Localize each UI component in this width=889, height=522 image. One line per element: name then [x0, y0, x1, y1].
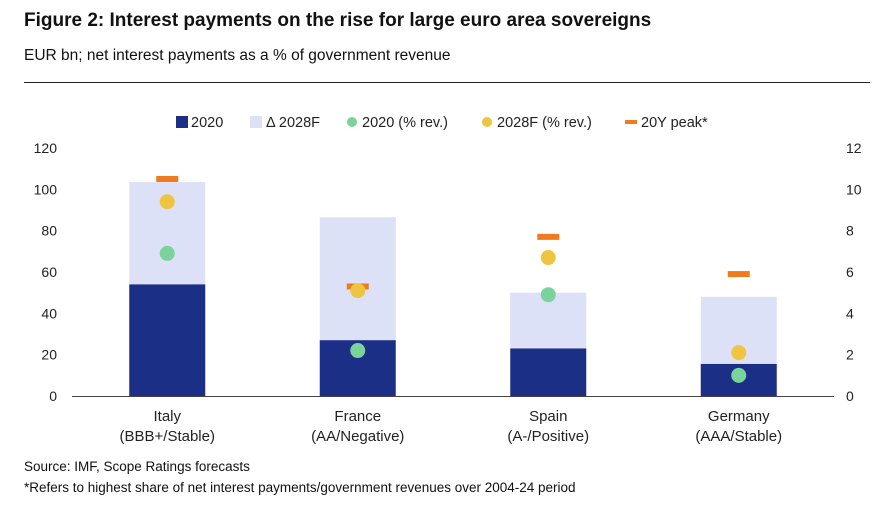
- left-axis-tick-label: 20: [41, 347, 57, 363]
- legend-swatch-2028f-pct-rev: [482, 117, 492, 127]
- x-axis-category-sublabel: (BBB+/Stable): [120, 428, 215, 445]
- dot-2020-pct-rev: [731, 367, 747, 383]
- dot-2028f-pct-rev: [731, 345, 747, 361]
- right-axis-tick-label: 2: [846, 347, 854, 363]
- right-axis-tick-label: 4: [846, 305, 854, 321]
- peak-marker: [537, 233, 560, 240]
- legend-swatch-20y-peak: [625, 120, 637, 124]
- legend-label: Δ 2028F: [266, 115, 320, 131]
- legend-label: 2020: [191, 115, 223, 131]
- dot-2020-pct-rev: [350, 343, 366, 359]
- x-axis-category-label: Spain: [529, 408, 567, 425]
- x-axis-category-label: France: [334, 408, 381, 425]
- footnote: *Refers to highest share of net interest…: [24, 480, 576, 495]
- bar-2020: [510, 348, 587, 396]
- x-axis-category-sublabel: (AAA/Stable): [695, 428, 782, 445]
- peak-marker: [156, 176, 179, 182]
- dot-2028f-pct-rev: [350, 283, 366, 299]
- dot-2028f-pct-rev: [540, 250, 556, 266]
- left-axis-tick-label: 80: [41, 223, 57, 239]
- legend-swatch-2020-pct-rev: [347, 117, 357, 127]
- left-axis-tick-label: 0: [49, 388, 57, 404]
- right-axis-tick-label: 10: [846, 181, 862, 197]
- legend-label: 2020 (% rev.): [362, 115, 448, 131]
- left-axis-tick-label: 60: [41, 264, 57, 280]
- right-axis-tick-label: 6: [846, 264, 854, 280]
- legend-swatch-delta-2028f: [250, 116, 262, 128]
- legend-label: 2028F (% rev.): [497, 115, 592, 131]
- bar-delta-2028f: [319, 217, 396, 341]
- x-axis-category-sublabel: (AA/Negative): [311, 428, 404, 445]
- dot-2020-pct-rev: [540, 287, 556, 303]
- peak-marker: [727, 271, 750, 278]
- left-axis-tick-label: 40: [41, 305, 57, 321]
- right-axis-tick-label: 0: [846, 388, 854, 404]
- bar-2020: [129, 284, 206, 396]
- right-axis-tick-label: 8: [846, 223, 854, 239]
- left-axis-tick-label: 100: [34, 181, 58, 197]
- x-axis-category-sublabel: (A-/Positive): [507, 428, 589, 445]
- right-axis-tick-label: 12: [846, 140, 862, 156]
- left-axis-tick-label: 120: [34, 140, 58, 156]
- x-axis-category-label: Italy: [153, 408, 181, 425]
- chart-subtitle: EUR bn; net interest payments as a % of …: [24, 47, 451, 64]
- source-note: Source: IMF, Scope Ratings forecasts: [24, 459, 250, 474]
- x-axis-category-label: Germany: [708, 408, 770, 425]
- legend-swatch-2020: [176, 116, 188, 128]
- legend-label: 20Y peak*: [641, 115, 708, 131]
- dot-2028f-pct-rev: [159, 194, 175, 210]
- chart-title: Figure 2: Interest payments on the rise …: [24, 10, 652, 31]
- header-divider: [24, 82, 870, 83]
- dot-2020-pct-rev: [159, 245, 175, 261]
